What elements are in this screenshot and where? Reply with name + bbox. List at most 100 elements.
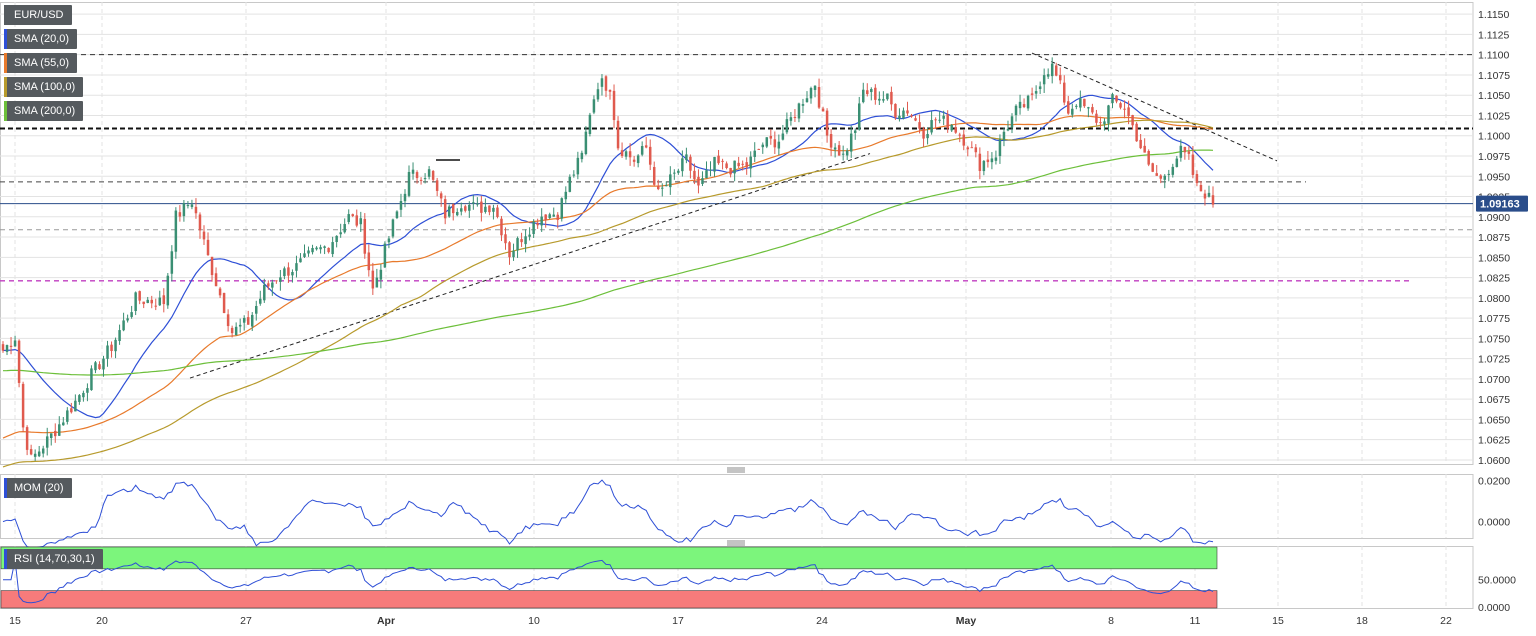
candle[interactable]: [1058, 67, 1062, 85]
candle[interactable]: [946, 110, 949, 133]
candle[interactable]: [367, 244, 371, 277]
candle[interactable]: [451, 203, 455, 221]
candle[interactable]: [528, 227, 531, 241]
candle[interactable]: [339, 223, 342, 238]
candle[interactable]: [1211, 186, 1215, 208]
candle[interactable]: [821, 106, 825, 112]
candle[interactable]: [166, 273, 170, 309]
candle[interactable]: [813, 85, 817, 98]
candle[interactable]: [524, 229, 527, 253]
candle[interactable]: [721, 158, 724, 170]
candle[interactable]: [246, 310, 250, 325]
candle[interactable]: [391, 218, 395, 239]
candle[interactable]: [544, 214, 547, 228]
candle[interactable]: [504, 227, 507, 250]
candle[interactable]: [894, 103, 897, 120]
candle[interactable]: [801, 98, 805, 114]
candle[interactable]: [383, 241, 387, 268]
candle[interactable]: [45, 427, 49, 456]
candle[interactable]: [1135, 122, 1138, 142]
candle[interactable]: [576, 151, 580, 180]
candle[interactable]: [1107, 104, 1110, 132]
candle[interactable]: [287, 262, 290, 283]
candle[interactable]: [1183, 146, 1187, 160]
candle[interactable]: [910, 113, 913, 118]
candle[interactable]: [677, 168, 680, 175]
candle[interactable]: [548, 212, 551, 220]
candle[interactable]: [387, 236, 391, 249]
candle[interactable]: [950, 123, 953, 133]
candle[interactable]: [150, 295, 153, 309]
candle[interactable]: [1010, 113, 1014, 134]
candle[interactable]: [464, 204, 467, 213]
candle[interactable]: [134, 291, 137, 316]
candle[interactable]: [693, 163, 696, 185]
candle[interactable]: [419, 177, 423, 185]
candle[interactable]: [628, 143, 632, 166]
candle[interactable]: [1022, 98, 1026, 109]
candle[interactable]: [472, 195, 475, 210]
mom-rsi-splitter[interactable]: [727, 540, 745, 546]
candle[interactable]: [214, 267, 218, 287]
candle[interactable]: [616, 116, 620, 151]
candle[interactable]: [729, 167, 732, 178]
candle[interactable]: [460, 202, 463, 216]
candle[interactable]: [49, 433, 53, 446]
candle[interactable]: [508, 241, 511, 265]
candle[interactable]: [789, 112, 793, 126]
candle[interactable]: [994, 150, 998, 165]
candle[interactable]: [1079, 90, 1082, 112]
candle[interactable]: [267, 280, 270, 290]
candle[interactable]: [250, 312, 254, 332]
candle[interactable]: [238, 318, 242, 333]
candle[interactable]: [805, 91, 809, 103]
candle[interactable]: [1187, 145, 1191, 160]
candle[interactable]: [21, 381, 25, 433]
candle[interactable]: [978, 147, 982, 180]
candle[interactable]: [1083, 98, 1086, 108]
candle[interactable]: [234, 322, 238, 336]
candle[interactable]: [355, 209, 359, 228]
candle[interactable]: [162, 288, 166, 313]
candle[interactable]: [146, 296, 149, 304]
candle[interactable]: [468, 201, 471, 218]
candle[interactable]: [809, 86, 813, 104]
candle[interactable]: [1167, 169, 1171, 182]
candle[interactable]: [443, 195, 447, 225]
candle[interactable]: [138, 290, 141, 305]
sma100-legend[interactable]: SMA (100,0): [4, 77, 84, 97]
candle[interactable]: [218, 286, 222, 298]
candle[interactable]: [371, 262, 375, 295]
candle[interactable]: [315, 246, 318, 251]
candle[interactable]: [866, 83, 869, 97]
candle[interactable]: [769, 129, 773, 145]
candle[interactable]: [295, 255, 298, 278]
candle[interactable]: [624, 149, 628, 160]
candle[interactable]: [186, 201, 190, 209]
price-mom-splitter[interactable]: [727, 467, 745, 473]
candle[interactable]: [890, 86, 893, 111]
candle[interactable]: [319, 244, 322, 254]
candle[interactable]: [669, 166, 672, 195]
candle[interactable]: [303, 244, 306, 258]
candle[interactable]: [745, 157, 748, 175]
candle[interactable]: [673, 169, 676, 180]
candle[interactable]: [705, 161, 708, 179]
candle[interactable]: [66, 407, 69, 425]
candle[interactable]: [1115, 95, 1118, 104]
candle[interactable]: [17, 339, 21, 388]
candle[interactable]: [423, 173, 427, 184]
candle[interactable]: [733, 160, 736, 182]
candle[interactable]: [532, 219, 535, 238]
candle[interactable]: [902, 107, 905, 120]
candle[interactable]: [375, 268, 379, 288]
candle[interactable]: [58, 416, 61, 436]
candle[interactable]: [1091, 103, 1094, 115]
candle[interactable]: [1034, 85, 1038, 99]
candle[interactable]: [857, 96, 861, 131]
candle[interactable]: [1143, 138, 1146, 153]
candle[interactable]: [697, 169, 700, 194]
candle[interactable]: [263, 278, 266, 303]
candle[interactable]: [492, 204, 495, 220]
